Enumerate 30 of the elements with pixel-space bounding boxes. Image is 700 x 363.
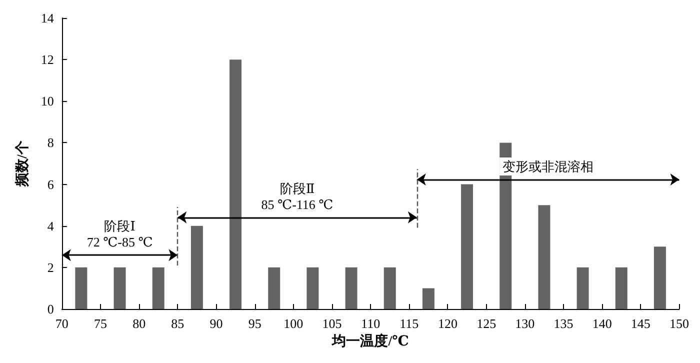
x-tick-label: 105 xyxy=(322,316,342,331)
y-tick-label: 12 xyxy=(40,52,54,68)
x-tick-label: 80 xyxy=(132,316,146,331)
annotation: 阶段Ⅰ 72 ℃-85 ℃ xyxy=(86,218,153,250)
x-tick-label: 115 xyxy=(400,316,419,331)
x-tick-label: 130 xyxy=(515,316,535,331)
y-tick-label: 2 xyxy=(47,260,54,275)
x-tick-label: 125 xyxy=(476,316,496,331)
y-tick-label: 4 xyxy=(47,218,54,234)
x-tick-label: 95 xyxy=(248,316,262,331)
annotation: 阶段Ⅱ 85 ℃-116 ℃ xyxy=(261,180,334,212)
y-tick-label: 14 xyxy=(40,10,54,26)
y-tick-label: 6 xyxy=(47,176,54,192)
x-tick-label: 135 xyxy=(554,316,574,331)
y-tick-label: 10 xyxy=(40,94,54,109)
x-tick-label: 85 xyxy=(171,316,184,331)
x-axis-title: 均一温度/℃ xyxy=(331,332,410,350)
x-tick-label: 75 xyxy=(94,316,107,331)
x-tick-label: 145 xyxy=(630,316,650,331)
x-tick-label: 70 xyxy=(55,316,68,331)
x-tick-label: 100 xyxy=(284,316,304,331)
y-axis-title: 频数/个 xyxy=(14,140,30,188)
x-tick-label: 120 xyxy=(438,316,458,331)
x-tick-label: 110 xyxy=(361,316,380,331)
x-tick-label: 140 xyxy=(592,316,612,331)
x-tick-label: 90 xyxy=(210,316,223,331)
y-tick-label: 0 xyxy=(47,302,54,316)
x-tick-label: 150 xyxy=(670,316,689,331)
y-tick-label: 8 xyxy=(47,135,54,150)
annotation: 变形或非混溶相 xyxy=(502,159,594,174)
